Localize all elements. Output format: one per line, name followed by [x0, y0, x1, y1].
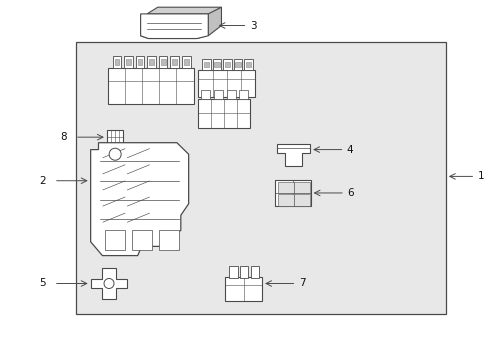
- Bar: [124, 56, 133, 68]
- Bar: [246, 62, 251, 67]
- Circle shape: [104, 279, 114, 288]
- Polygon shape: [141, 14, 207, 39]
- Bar: [223, 59, 232, 70]
- Polygon shape: [141, 14, 208, 39]
- Bar: [201, 90, 210, 99]
- Text: 7: 7: [299, 279, 306, 288]
- Polygon shape: [208, 7, 221, 36]
- Bar: [278, 182, 294, 193]
- Bar: [204, 62, 209, 67]
- Bar: [126, 59, 131, 65]
- Bar: [294, 194, 310, 206]
- Bar: [172, 59, 177, 65]
- Polygon shape: [277, 144, 310, 166]
- Bar: [251, 266, 259, 278]
- Text: 6: 6: [347, 188, 354, 198]
- Bar: [161, 59, 166, 65]
- Bar: [225, 277, 262, 301]
- Bar: [235, 62, 241, 67]
- Bar: [171, 56, 179, 68]
- Text: 1: 1: [478, 171, 485, 181]
- Bar: [113, 56, 122, 68]
- Bar: [115, 59, 120, 65]
- Bar: [182, 56, 191, 68]
- Text: 3: 3: [250, 21, 257, 31]
- Bar: [234, 59, 242, 70]
- Bar: [107, 130, 122, 145]
- Bar: [132, 230, 152, 250]
- Bar: [214, 90, 223, 99]
- Bar: [198, 99, 250, 128]
- Bar: [275, 180, 311, 206]
- Text: 5: 5: [39, 279, 46, 288]
- Bar: [198, 70, 255, 97]
- Bar: [136, 56, 145, 68]
- Bar: [184, 59, 189, 65]
- Bar: [138, 59, 143, 65]
- Bar: [147, 56, 156, 68]
- Polygon shape: [147, 7, 221, 14]
- Bar: [76, 42, 446, 314]
- Bar: [240, 90, 248, 99]
- Bar: [105, 230, 125, 250]
- Bar: [225, 62, 230, 67]
- Bar: [278, 194, 294, 206]
- Text: 8: 8: [60, 132, 67, 142]
- Bar: [294, 182, 310, 193]
- Bar: [245, 59, 253, 70]
- Bar: [214, 62, 220, 67]
- Polygon shape: [91, 268, 127, 299]
- Circle shape: [109, 148, 121, 160]
- Text: 4: 4: [347, 145, 354, 154]
- Bar: [213, 59, 221, 70]
- Bar: [149, 59, 154, 65]
- Polygon shape: [91, 143, 189, 256]
- Bar: [159, 56, 168, 68]
- Bar: [229, 266, 238, 278]
- Bar: [108, 68, 194, 104]
- Text: 2: 2: [39, 176, 46, 186]
- Bar: [159, 230, 179, 250]
- Bar: [202, 59, 211, 70]
- Bar: [240, 266, 248, 278]
- Bar: [227, 90, 236, 99]
